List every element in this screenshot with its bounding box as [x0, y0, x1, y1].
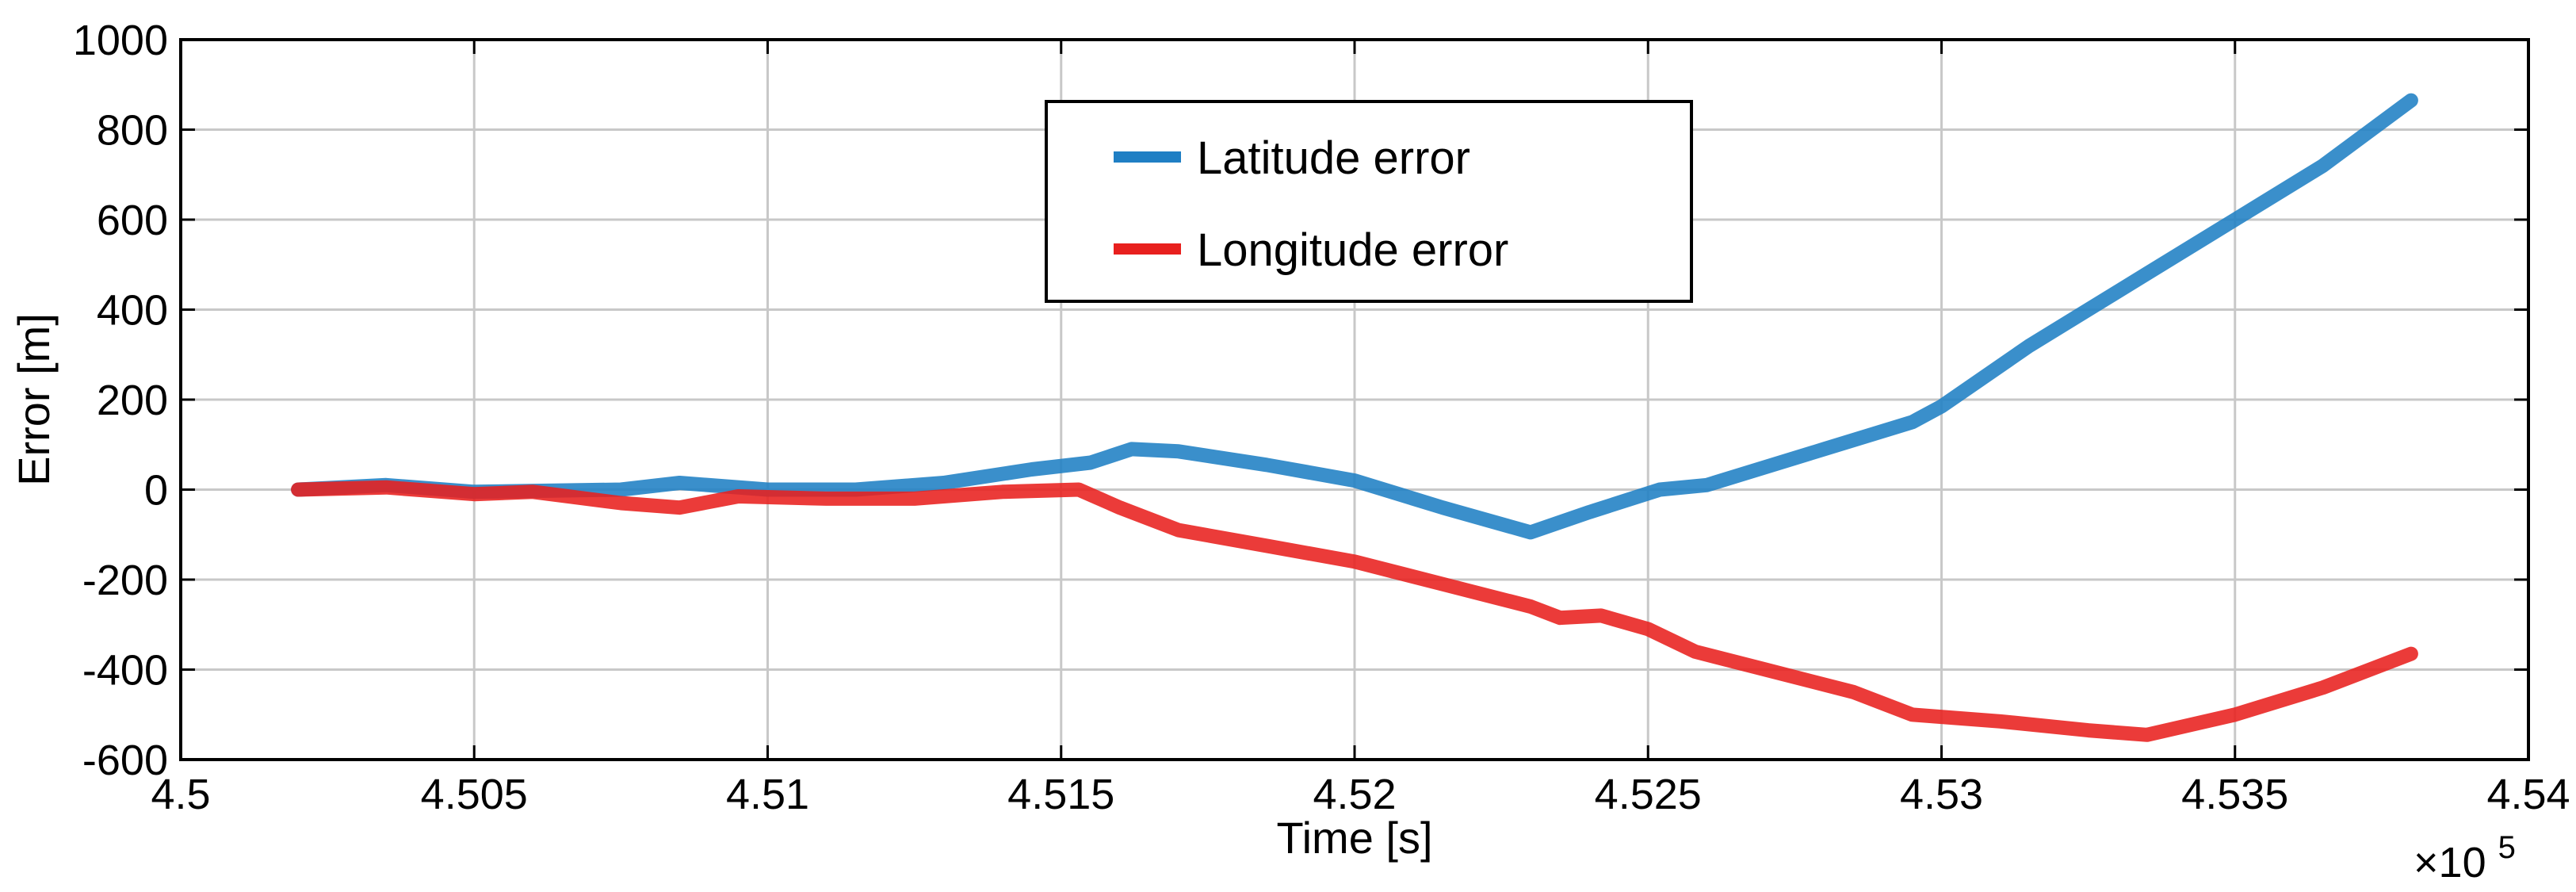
- x-axis-multiplier-exponent: 5: [2498, 830, 2516, 865]
- x-tick-label: 4.54: [2486, 771, 2570, 818]
- series-line-latitude-error: [291, 93, 2418, 540]
- legend: Latitude error Longitude error: [1045, 100, 1693, 303]
- x-tick-label: 4.535: [2181, 771, 2288, 818]
- x-axis-multiplier: ×10 5: [2414, 830, 2516, 886]
- x-tick-label: 4.51: [726, 771, 809, 818]
- x-tick-label: 4.515: [1007, 771, 1114, 818]
- y-tick-label: 800: [97, 107, 168, 155]
- x-tick-label: 4.53: [1900, 771, 1983, 818]
- legend-box: [1045, 100, 1693, 303]
- x-axis-multiplier-base: ×10: [2414, 839, 2486, 886]
- x-tick-label: 4.525: [1595, 771, 1702, 818]
- y-tick-label: -600: [82, 737, 168, 784]
- x-tick-labels: 4.5 4.505 4.51 4.515 4.52 4.525 4.53 4.535 4.54: [151, 771, 2570, 818]
- y-tick-label: 200: [97, 377, 168, 424]
- y-tick-label: -400: [82, 647, 168, 695]
- axis-ticks: [179, 38, 2530, 761]
- x-tick-label: 4.5: [151, 771, 210, 818]
- y-tick-label: 600: [97, 197, 168, 244]
- x-tick-label: 4.52: [1313, 771, 1396, 818]
- y-tick-label: 0: [144, 467, 168, 515]
- x-axis-label: Time [s]: [1276, 813, 1432, 863]
- legend-label-latitude-error: Latitude error: [1197, 132, 1470, 184]
- x-tick-label: 4.505: [421, 771, 528, 818]
- legend-label-longitude-error: Longitude error: [1197, 224, 1508, 276]
- y-tick-labels: -600 -400 -200 0 200 400 600 800 1000: [73, 17, 168, 784]
- y-tick-label: 400: [97, 287, 168, 335]
- y-tick-label: -200: [82, 557, 168, 604]
- y-axis-label: Error [m]: [9, 313, 59, 486]
- series-line-longitude-error: [291, 480, 2418, 742]
- y-tick-label: 1000: [73, 17, 168, 64]
- series-lines: [291, 93, 2418, 742]
